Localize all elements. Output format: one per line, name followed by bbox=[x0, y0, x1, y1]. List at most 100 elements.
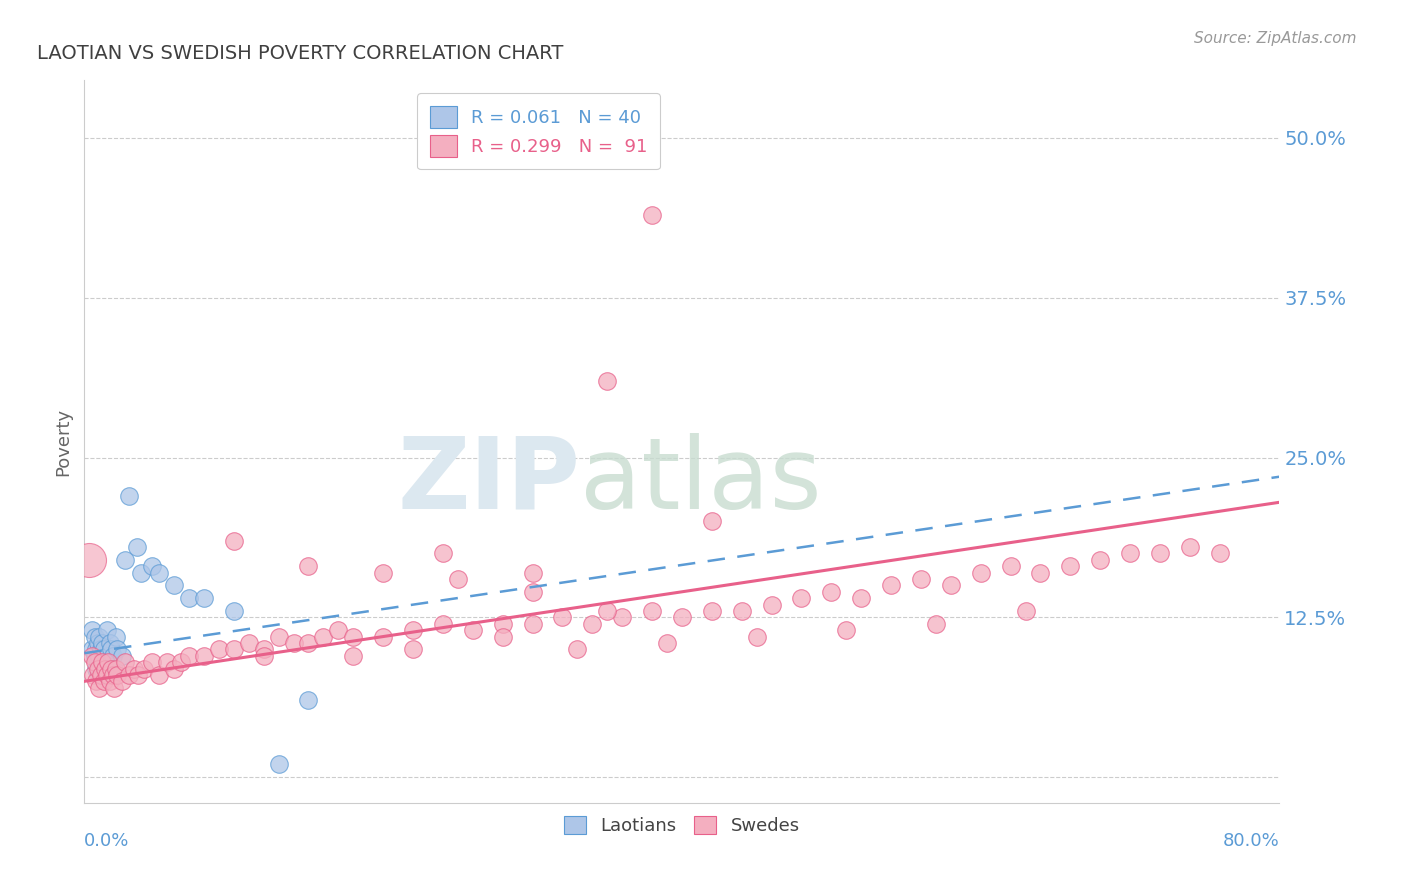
Point bbox=[86, 674, 108, 689]
Point bbox=[77, 553, 100, 567]
Point bbox=[253, 648, 276, 663]
Point bbox=[83, 648, 105, 663]
Point bbox=[222, 604, 245, 618]
Point bbox=[835, 623, 858, 637]
Point bbox=[93, 668, 115, 682]
Point bbox=[97, 655, 120, 669]
Point bbox=[98, 674, 121, 689]
Point bbox=[700, 604, 723, 618]
Point bbox=[90, 661, 112, 675]
Point bbox=[98, 655, 121, 669]
Point bbox=[89, 681, 111, 695]
Point bbox=[925, 616, 948, 631]
Point bbox=[267, 757, 290, 772]
Point bbox=[177, 648, 200, 663]
Point bbox=[447, 572, 470, 586]
Point bbox=[129, 566, 152, 580]
Point bbox=[90, 668, 112, 682]
Point bbox=[86, 642, 108, 657]
Point bbox=[89, 648, 111, 663]
Point bbox=[1029, 566, 1052, 580]
Point bbox=[373, 630, 395, 644]
Point bbox=[193, 648, 215, 663]
Point bbox=[1149, 546, 1171, 560]
Point bbox=[114, 655, 136, 669]
Point bbox=[96, 648, 118, 663]
Point bbox=[1119, 546, 1142, 560]
Point bbox=[1178, 540, 1201, 554]
Point bbox=[86, 661, 108, 675]
Point bbox=[880, 578, 903, 592]
Point bbox=[612, 610, 634, 624]
Point bbox=[111, 648, 134, 663]
Point bbox=[1059, 559, 1081, 574]
Point bbox=[342, 648, 364, 663]
Point bbox=[596, 374, 619, 388]
Point bbox=[105, 668, 128, 682]
Point bbox=[432, 616, 454, 631]
Point bbox=[402, 642, 425, 657]
Point bbox=[87, 655, 110, 669]
Legend: Laotians, Swedes: Laotians, Swedes bbox=[555, 807, 808, 845]
Point bbox=[104, 661, 127, 675]
Point bbox=[89, 668, 111, 682]
Point bbox=[89, 630, 111, 644]
Point bbox=[132, 661, 156, 675]
Point bbox=[851, 591, 873, 606]
Text: 80.0%: 80.0% bbox=[1223, 831, 1279, 850]
Point bbox=[148, 566, 170, 580]
Point bbox=[461, 623, 484, 637]
Point bbox=[671, 610, 693, 624]
Point bbox=[253, 642, 276, 657]
Point bbox=[312, 630, 335, 644]
Point bbox=[96, 623, 118, 637]
Point bbox=[761, 598, 783, 612]
Point bbox=[94, 655, 117, 669]
Point bbox=[141, 655, 163, 669]
Point bbox=[492, 630, 515, 644]
Point bbox=[970, 566, 993, 580]
Point bbox=[93, 674, 115, 689]
Point bbox=[94, 661, 117, 675]
Point bbox=[155, 655, 177, 669]
Point bbox=[118, 489, 141, 503]
Point bbox=[700, 515, 723, 529]
Point bbox=[641, 208, 664, 222]
Point bbox=[122, 661, 145, 675]
Text: LAOTIAN VS SWEDISH POVERTY CORRELATION CHART: LAOTIAN VS SWEDISH POVERTY CORRELATION C… bbox=[37, 45, 562, 63]
Point bbox=[297, 636, 319, 650]
Point bbox=[163, 578, 186, 592]
Point bbox=[222, 642, 245, 657]
Point bbox=[790, 591, 813, 606]
Point bbox=[87, 636, 110, 650]
Point bbox=[98, 636, 121, 650]
Point bbox=[83, 630, 105, 644]
Point bbox=[492, 616, 515, 631]
Point bbox=[432, 546, 454, 560]
Point bbox=[373, 566, 395, 580]
Point bbox=[87, 661, 110, 675]
Point bbox=[1090, 553, 1112, 567]
Point bbox=[522, 584, 544, 599]
Point bbox=[238, 636, 260, 650]
Point bbox=[208, 642, 231, 657]
Point bbox=[100, 661, 122, 675]
Point bbox=[522, 566, 544, 580]
Point bbox=[551, 610, 574, 624]
Point bbox=[91, 636, 114, 650]
Point bbox=[118, 668, 141, 682]
Text: ZIP: ZIP bbox=[398, 433, 581, 530]
Point bbox=[193, 591, 215, 606]
Point bbox=[91, 655, 114, 669]
Point bbox=[267, 630, 290, 644]
Point bbox=[80, 623, 103, 637]
Point bbox=[581, 616, 603, 631]
Point bbox=[170, 655, 193, 669]
Point bbox=[820, 584, 842, 599]
Point bbox=[1000, 559, 1022, 574]
Point bbox=[104, 630, 127, 644]
Point bbox=[1209, 546, 1232, 560]
Point bbox=[402, 623, 425, 637]
Point bbox=[567, 642, 589, 657]
Point bbox=[596, 604, 619, 618]
